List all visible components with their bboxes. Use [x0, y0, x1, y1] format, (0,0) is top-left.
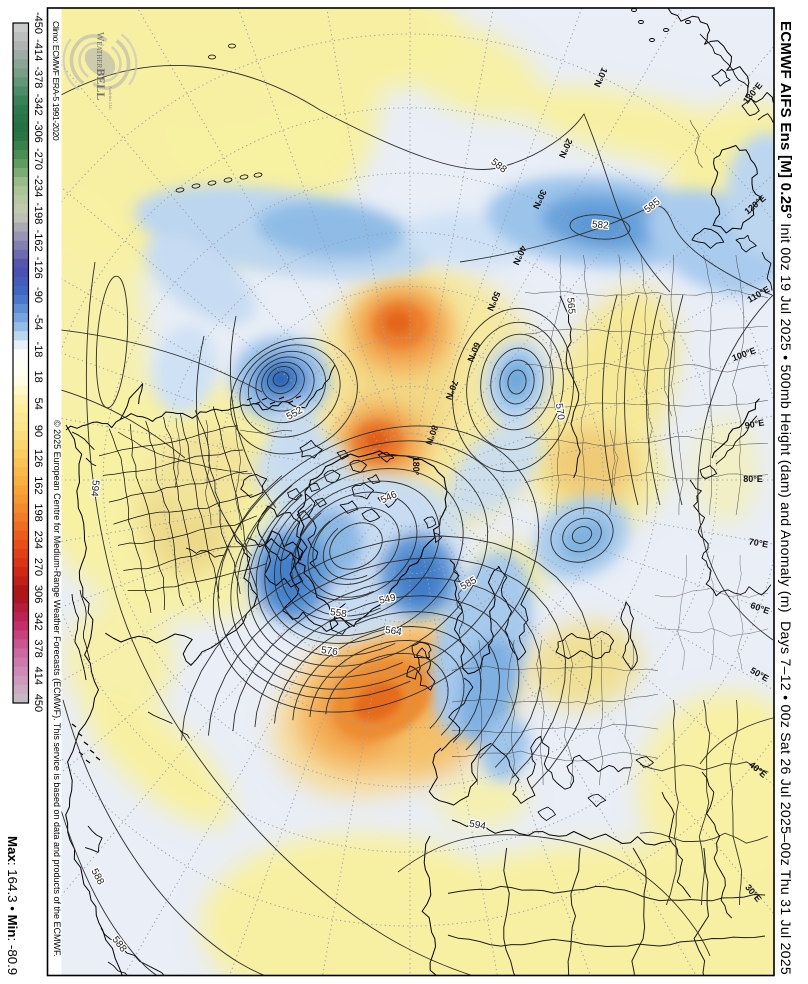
svg-text:-342: -342: [32, 94, 44, 116]
svg-text:270: 270: [32, 558, 44, 576]
svg-text:-198: -198: [32, 202, 44, 224]
svg-text:Max: 164.3 • Min: -80.9: Max: 164.3 • Min: -80.9: [5, 836, 20, 975]
svg-text:450: 450: [32, 694, 44, 712]
svg-text:70°E: 70°E: [748, 536, 769, 549]
svg-text:180°: 180°: [411, 457, 421, 476]
svg-text:90°E: 90°E: [744, 417, 765, 430]
svg-text:576: 576: [320, 645, 338, 658]
svg-text:-378: -378: [32, 66, 44, 88]
svg-text:54: 54: [32, 398, 44, 410]
svg-text:570: 570: [553, 403, 566, 421]
svg-text:-54: -54: [32, 314, 44, 330]
svg-text:Analytics LLC: Analytics LLC: [108, 86, 113, 110]
svg-text:-414: -414: [32, 39, 44, 61]
svg-text:ECMWF AIFS Ens [M] 0.25° Init: ECMWF AIFS Ens [M] 0.25° Init 00z 19 Jul…: [777, 21, 794, 975]
svg-text:234: 234: [32, 531, 44, 549]
svg-text:-18: -18: [32, 341, 44, 357]
svg-text:-162: -162: [32, 230, 44, 252]
svg-text:565: 565: [564, 297, 576, 315]
svg-text:564: 564: [384, 625, 402, 638]
svg-text:Climo: ECMWF ERA-5 1991-2020: Climo: ECMWF ERA-5 1991-2020: [51, 21, 61, 141]
svg-text:126: 126: [32, 449, 44, 467]
svg-text:594: 594: [88, 479, 100, 497]
svg-text:594: 594: [468, 819, 487, 833]
svg-text:582: 582: [591, 219, 609, 231]
svg-text:© 2025 European Centre for Med: © 2025 European Centre for Medium-Range …: [52, 420, 62, 957]
svg-text:414: 414: [32, 667, 44, 685]
svg-text:-306: -306: [32, 121, 44, 143]
svg-text:80°E: 80°E: [743, 474, 763, 484]
svg-text:558: 558: [329, 607, 347, 620]
svg-text:-450: -450: [32, 12, 44, 34]
svg-text:306: 306: [32, 585, 44, 603]
svg-text:549: 549: [378, 592, 397, 606]
svg-text:-270: -270: [32, 148, 44, 170]
svg-text:342: 342: [32, 612, 44, 630]
svg-text:378: 378: [32, 639, 44, 657]
svg-text:90: 90: [32, 425, 44, 437]
svg-text:162: 162: [32, 476, 44, 494]
svg-text:18: 18: [32, 370, 44, 382]
svg-text:-126: -126: [32, 257, 44, 279]
svg-text:-234: -234: [32, 175, 44, 197]
svg-text:-90: -90: [32, 287, 44, 303]
svg-text:198: 198: [32, 503, 44, 521]
